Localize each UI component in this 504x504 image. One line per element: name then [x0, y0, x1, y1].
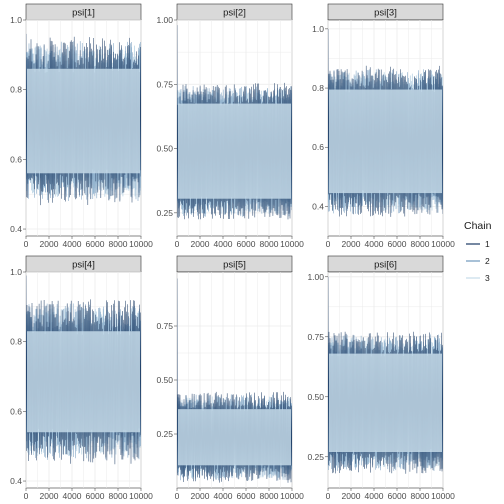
x-tick-label: 0: [326, 491, 331, 501]
facet-4: psi[4] 0.4 0.6 0.8 1.0 0 2000 4000 6000 8000 10000: [10, 255, 153, 501]
trace-group: [177, 278, 292, 483]
x-tick-label: 0: [24, 239, 29, 249]
legend-label-chain-2: 2: [485, 256, 490, 266]
x-tick-label: 2000: [40, 239, 59, 249]
legend-label-chain-1: 1: [485, 239, 490, 249]
y-tick-label: 1.0: [312, 24, 324, 34]
trace-group: [26, 275, 141, 465]
trace-density-band: [329, 89, 442, 194]
y-tick-label: 0.8: [10, 337, 22, 347]
legend: Chain 1 2 3: [464, 220, 492, 283]
facet-strip-label: psi[2]: [223, 8, 246, 19]
y-tick-label: 0.6: [10, 406, 22, 416]
x-tick-label: 4000: [63, 491, 82, 501]
trace-group: [177, 25, 292, 220]
x-tick-label: 6000: [86, 491, 105, 501]
y-tick-label: 1.00: [307, 272, 324, 282]
x-tick-label: 4000: [365, 239, 384, 249]
x-tick-label: 6000: [237, 239, 256, 249]
x-tick-label: 8000: [109, 239, 128, 249]
legend-label-chain-3: 3: [485, 273, 490, 283]
trace-density-band: [27, 331, 140, 433]
y-tick-label: 0.4: [312, 201, 324, 211]
x-tick-label: 0: [175, 239, 180, 249]
x-tick-label: 2000: [191, 239, 210, 249]
y-tick-label: 0.8: [312, 83, 324, 93]
x-tick-label: 2000: [191, 491, 210, 501]
legend-title: Chain: [464, 220, 492, 232]
trace-density-band: [178, 409, 291, 466]
facet-2: psi[2] 0.25 0.50 0.75 1.00 0 2000 4000 6000 8000 1…: [156, 3, 304, 249]
y-tick-label: 0.50: [156, 375, 173, 385]
y-tick-label: 0.75: [307, 332, 324, 342]
trace-group: [328, 28, 443, 217]
y-tick-label: 0.25: [156, 429, 173, 439]
x-tick-label: 6000: [237, 491, 256, 501]
x-tick-label: 0: [326, 239, 331, 249]
facet-3: psi[3] 0.4 0.6 0.8 1.0 0 2000 4000 6000 8000 10000: [312, 3, 455, 249]
x-tick-label: 8000: [109, 491, 128, 501]
y-tick-label: 1.0: [10, 267, 22, 277]
x-tick-label: 2000: [342, 239, 361, 249]
facet-6: psi[6] 0.25 0.50 0.75 1.00 0 2000 4000 6000 8000 1…: [307, 255, 455, 501]
x-tick-label: 8000: [411, 491, 430, 501]
x-tick-label: 8000: [260, 491, 279, 501]
y-tick-label: 0.8: [10, 85, 22, 95]
x-tick-label: 10000: [280, 239, 304, 249]
facet-strip-label: psi[6]: [374, 260, 397, 271]
x-tick-label: 10000: [280, 491, 304, 501]
y-tick-label: 0.4: [10, 224, 22, 234]
x-tick-label: 4000: [214, 491, 233, 501]
x-tick-label: 10000: [431, 491, 455, 501]
y-tick-label: 0.75: [156, 79, 173, 89]
y-tick-label: 1.00: [156, 15, 173, 25]
x-tick-label: 4000: [63, 239, 82, 249]
y-tick-label: 0.6: [10, 154, 22, 164]
trace-group: [26, 33, 141, 206]
facet-strip-label: psi[4]: [72, 260, 95, 271]
facet-strip-label: psi[1]: [72, 8, 95, 19]
trace-density-band: [329, 353, 442, 452]
y-tick-label: 0.50: [307, 392, 324, 402]
trace-density-band: [178, 103, 291, 199]
trace-group: [328, 276, 443, 474]
x-tick-label: 2000: [40, 491, 59, 501]
y-tick-label: 0.75: [156, 321, 173, 331]
x-tick-label: 10000: [129, 239, 153, 249]
facet-5: psi[5] 0.25 0.50 0.75 0 2000 4000 6000 8000 10000: [156, 255, 304, 501]
x-tick-label: 2000: [342, 491, 361, 501]
x-tick-label: 6000: [86, 239, 105, 249]
y-tick-label: 0.25: [307, 452, 324, 462]
y-tick-label: 0.6: [312, 142, 324, 152]
x-tick-label: 4000: [365, 491, 384, 501]
x-tick-label: 6000: [388, 239, 407, 249]
x-tick-label: 4000: [214, 239, 233, 249]
trace-density-band: [27, 68, 140, 174]
facet-1: psi[1] 0.4 0.6 0.8 1.0 0 2000 4000 6000 8000 10000: [10, 3, 153, 249]
y-tick-label: 1.0: [10, 15, 22, 25]
x-tick-label: 8000: [260, 239, 279, 249]
y-tick-label: 0.50: [156, 144, 173, 154]
x-tick-label: 10000: [129, 491, 153, 501]
x-tick-label: 8000: [411, 239, 430, 249]
facet-strip-label: psi[5]: [223, 260, 246, 271]
x-tick-label: 10000: [431, 239, 455, 249]
x-tick-label: 6000: [388, 491, 407, 501]
facet-strip-label: psi[3]: [374, 8, 397, 19]
x-tick-label: 0: [175, 491, 180, 501]
y-tick-label: 0.4: [10, 476, 22, 486]
x-tick-label: 0: [24, 491, 29, 501]
y-tick-label: 0.25: [156, 208, 173, 218]
